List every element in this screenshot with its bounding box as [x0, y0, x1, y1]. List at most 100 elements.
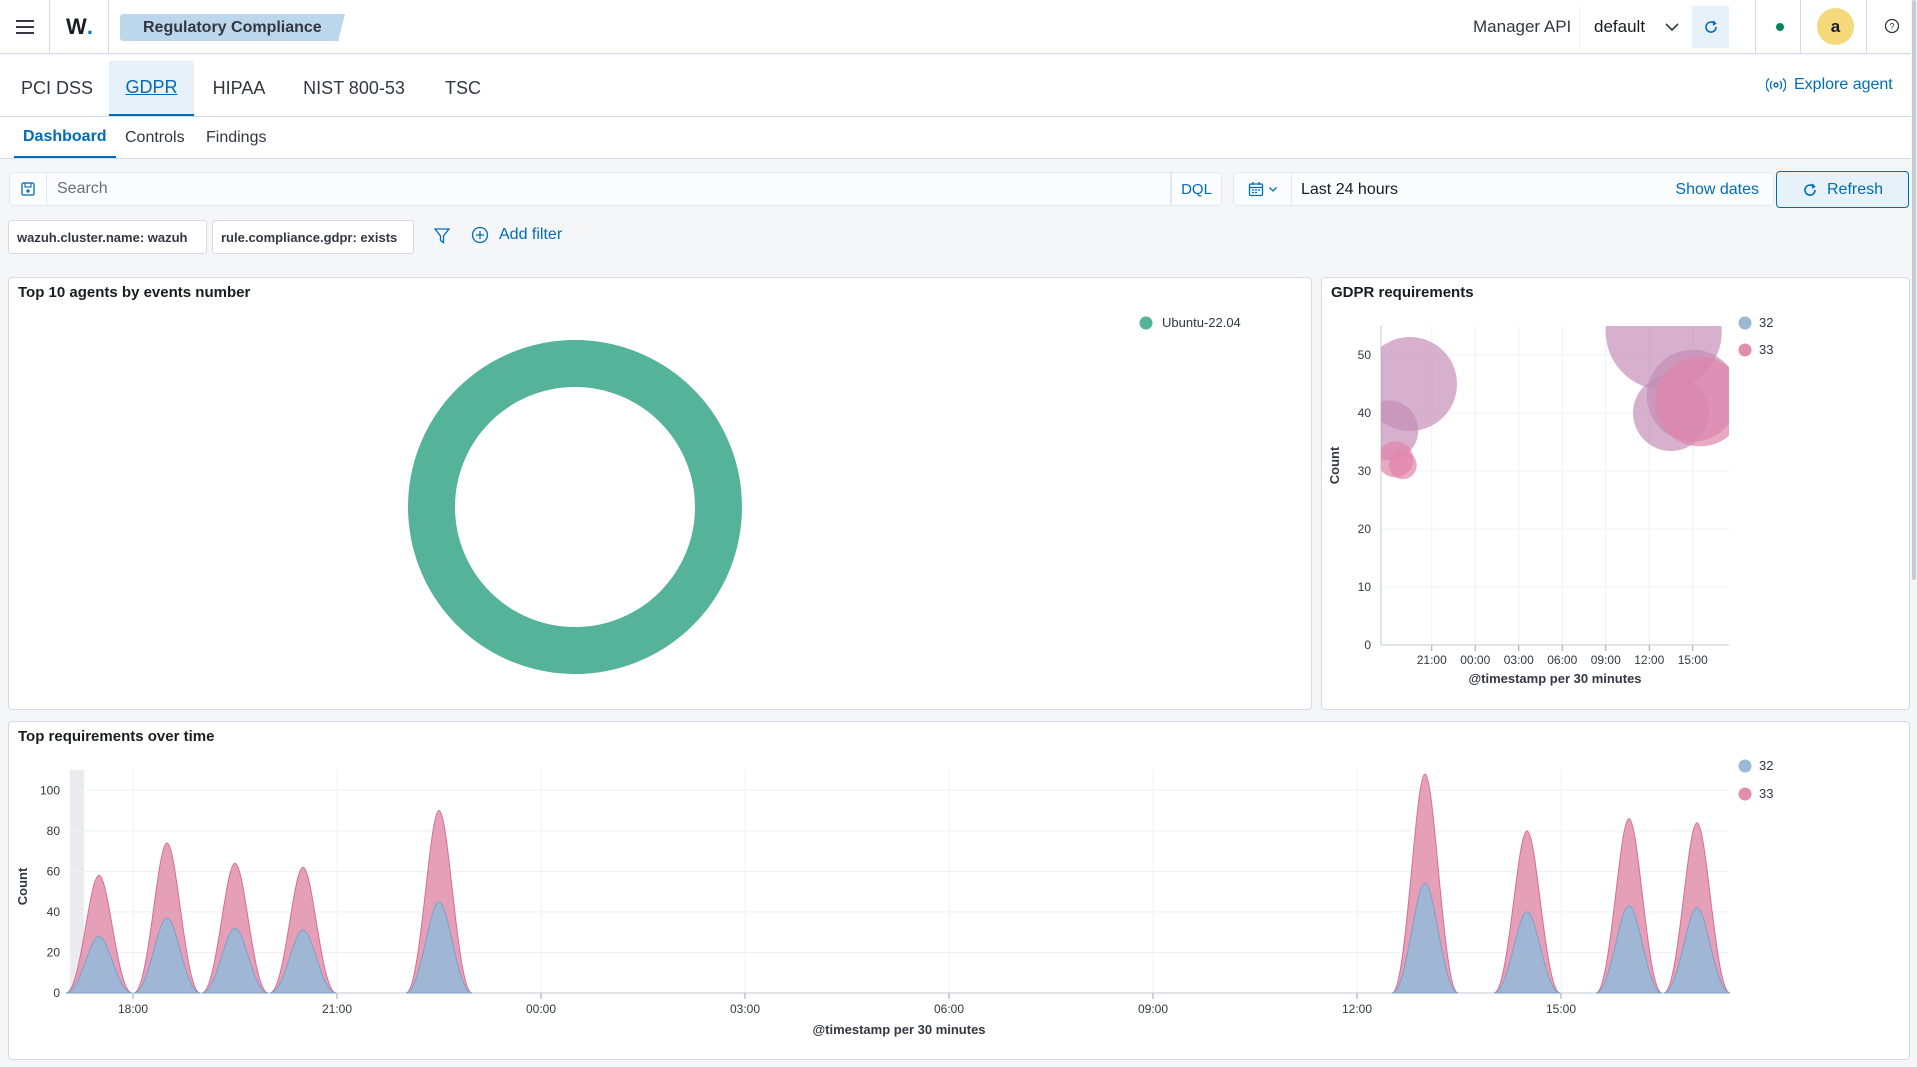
logo-text: W — [66, 14, 87, 39]
area-peak-32 — [65, 935, 133, 994]
y-tick-label: 0 — [53, 986, 60, 1000]
y-tick-label: 0 — [1364, 638, 1371, 652]
legend-label: 33 — [1759, 342, 1773, 357]
y-tick-label: 60 — [47, 864, 61, 878]
legend-label: 32 — [1759, 315, 1773, 330]
manager-api-select[interactable]: default — [1579, 6, 1692, 48]
subtab-dashboard[interactable]: Dashboard — [14, 117, 116, 158]
x-tick-label: 12:00 — [1342, 1002, 1372, 1016]
y-axis-title: Count — [15, 867, 30, 905]
x-axis-title: @timestamp per 30 minutes — [812, 1022, 985, 1037]
gdpr-requirements-panel: 0 10 20 30 40 50 21:00 00:00 03:00 06:00 09:00 12:0… — [1321, 277, 1910, 710]
bubble-group — [1381, 326, 1729, 480]
area-peak-32 — [133, 917, 201, 994]
area-peak-33 — [65, 874, 133, 994]
hamburger-icon — [15, 20, 34, 34]
bubble-chart: 0 10 20 30 40 50 21:00 00:00 03:00 06:00 09:00 12:0… — [1327, 315, 1773, 686]
top-requirements-panel: 0 20 40 60 80 100 18:00 21:00 00:00 03:00 06:00 09:… — [8, 721, 1910, 1060]
help-icon[interactable]: ? — [1884, 18, 1900, 34]
x-tick-label: 09:00 — [1591, 653, 1621, 667]
x-tick-label: 06:00 — [1547, 653, 1577, 667]
chevron-down-icon — [1268, 187, 1277, 192]
wazuh-logo[interactable]: W. — [51, 0, 109, 54]
manager-api-refresh-button[interactable] — [1692, 6, 1729, 48]
y-tick-label: 40 — [47, 905, 61, 919]
tab-label: GDPR — [125, 77, 178, 97]
saved-queries-button[interactable] — [9, 172, 47, 206]
legend-swatch — [1738, 343, 1752, 357]
top-agents-panel: Ubuntu-22.04 Top 10 agents by events num… — [8, 277, 1312, 710]
scrollbar-thumb[interactable] — [1912, 0, 1916, 580]
legend-label: 32 — [1759, 758, 1773, 773]
refresh-icon — [1804, 183, 1816, 196]
filter-pill[interactable]: wazuh.cluster.name: wazuh — [8, 220, 207, 254]
tab-nist-800-53[interactable]: NIST 800-53 — [294, 61, 414, 116]
area-chart: 0 20 40 60 80 100 18:00 21:00 00:00 03:00 06:00 09:… — [15, 758, 1773, 1037]
dashboard-subtabs: Dashboard Controls Findings — [0, 117, 1917, 159]
save-icon — [21, 182, 35, 196]
svg-text:?: ? — [1889, 22, 1894, 32]
x-tick-label: 15:00 — [1546, 1002, 1576, 1016]
user-avatar[interactable]: a — [1817, 8, 1854, 45]
breadcrumb[interactable]: Regulatory Compliance — [120, 14, 345, 41]
legend-label: 33 — [1759, 786, 1773, 801]
x-axis-title: @timestamp per 30 minutes — [1468, 671, 1641, 686]
x-tick-label: 00:00 — [1460, 653, 1490, 667]
area-peak-32 — [1391, 883, 1459, 994]
search-placeholder: Search — [57, 180, 108, 197]
x-tick-label: 03:00 — [1504, 653, 1534, 667]
y-tick-label: 10 — [1358, 580, 1372, 594]
explore-agent-button[interactable]: Explore agent — [1766, 76, 1893, 94]
explore-agent-label: Explore agent — [1794, 76, 1893, 93]
tab-label: TSC — [445, 78, 481, 98]
panel-title: Top 10 agents by events number — [18, 284, 251, 301]
chevron-down-icon — [1665, 23, 1679, 32]
tab-tsc[interactable]: TSC — [438, 61, 488, 116]
legend-swatch — [1738, 316, 1752, 330]
x-tick-label: 06:00 — [934, 1002, 964, 1016]
menu-button[interactable] — [0, 0, 50, 54]
subtab-controls[interactable]: Controls — [125, 117, 185, 158]
time-range-label[interactable]: Last 24 hours — [1301, 181, 1398, 198]
tab-gdpr[interactable]: GDPR — [109, 61, 194, 116]
status-indicator — [1776, 23, 1784, 31]
refresh-button[interactable]: Refresh — [1776, 171, 1909, 208]
donut-slice — [408, 340, 742, 674]
tab-hipaa[interactable]: HIPAA — [202, 61, 276, 116]
y-tick-label: 40 — [1358, 406, 1372, 420]
add-filter-button[interactable]: Add filter — [471, 226, 562, 244]
y-axis-title: Count — [1327, 446, 1342, 484]
subtab-label: Findings — [206, 128, 267, 146]
compliance-tabs: PCI DSS GDPR HIPAA NIST 800-53 TSC Explo… — [0, 55, 1917, 117]
subtab-label: Controls — [125, 128, 185, 146]
quick-select-button[interactable] — [1234, 173, 1292, 205]
date-picker: Last 24 hours Show dates — [1233, 172, 1774, 206]
bubble-point — [1655, 356, 1729, 447]
filter-pill-label: wazuh.cluster.name: wazuh — [17, 229, 188, 245]
legend-swatch — [1738, 787, 1752, 801]
partial-bucket-shade — [70, 770, 84, 993]
x-tick-label: 09:00 — [1138, 1002, 1168, 1016]
subtab-label: Dashboard — [23, 127, 107, 145]
breadcrumb-label: Regulatory Compliance — [143, 18, 322, 36]
x-tick-label: 21:00 — [322, 1002, 352, 1016]
subtab-findings[interactable]: Findings — [206, 117, 266, 158]
filter-pill-label: rule.compliance.gdpr: exists — [221, 229, 398, 245]
search-input[interactable]: Search — [47, 172, 1171, 206]
bubble-point — [1388, 451, 1417, 480]
plus-circle-icon — [471, 226, 489, 244]
show-dates-link[interactable]: Show dates — [1675, 181, 1759, 198]
bubble-point — [1381, 337, 1457, 431]
legend-label: Ubuntu-22.04 — [1162, 315, 1241, 330]
area-peak-32 — [269, 929, 337, 994]
dql-toggle[interactable]: DQL — [1171, 172, 1222, 206]
x-tick-label: 00:00 — [526, 1002, 556, 1016]
manager-api-value: default — [1594, 17, 1646, 36]
tab-pci-dss[interactable]: PCI DSS — [13, 61, 101, 116]
filter-icon[interactable] — [434, 227, 450, 245]
page-scrollbar[interactable] — [1911, 0, 1917, 1067]
donut-chart: Ubuntu-22.04 — [408, 315, 1241, 674]
header-divider — [1800, 0, 1801, 54]
tab-label: PCI DSS — [20, 78, 94, 98]
filter-pill[interactable]: rule.compliance.gdpr: exists — [212, 220, 414, 254]
